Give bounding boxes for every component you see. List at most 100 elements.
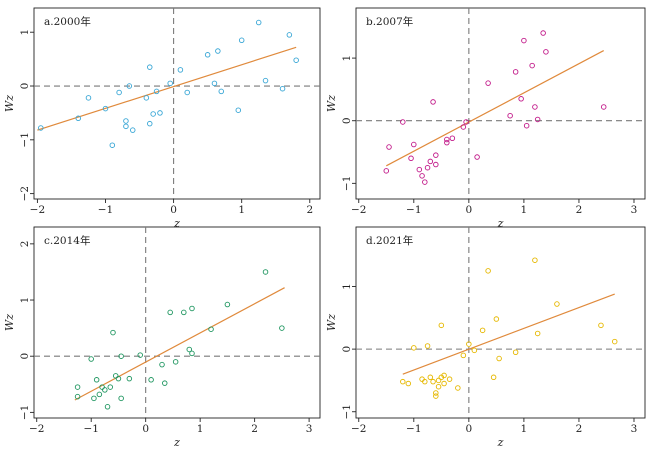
data-point — [148, 377, 154, 383]
data-point — [383, 168, 390, 174]
data-point — [184, 89, 190, 96]
data-point — [181, 309, 187, 316]
panel-c: −2 −1 0 1 2 3 −1 0 1 2 z Wz c.2014年 — [3, 226, 321, 449]
data-point — [129, 127, 136, 133]
data-point — [262, 269, 269, 275]
data-point — [189, 305, 195, 312]
data-point — [433, 393, 439, 399]
data-point — [99, 384, 105, 390]
data-point — [218, 88, 225, 95]
data-point — [534, 116, 541, 123]
y-tick-label: 0 — [341, 346, 353, 353]
data-point — [153, 88, 160, 95]
data-point — [279, 325, 285, 331]
panel-title: b.2007年 — [366, 15, 413, 28]
data-point — [189, 350, 195, 357]
x-tick-label: −1 — [406, 423, 421, 435]
data-point — [177, 67, 184, 73]
data-point — [430, 378, 436, 385]
x-axis-label: z — [497, 436, 504, 449]
data-point — [110, 329, 116, 336]
x-axis-label: z — [173, 217, 180, 230]
data-point — [435, 383, 442, 390]
x-tick-label: 1 — [521, 423, 528, 435]
y-tick-label: −1 — [341, 404, 353, 419]
x-tick-label: 3 — [631, 423, 638, 435]
data-point — [543, 49, 549, 55]
data-point — [38, 125, 44, 131]
data-point — [137, 352, 143, 358]
data-point — [167, 80, 173, 87]
data-point — [109, 142, 116, 148]
data-point — [554, 301, 560, 307]
x-tick-label: 0 — [466, 423, 473, 435]
data-point — [460, 352, 467, 359]
data-point — [172, 359, 179, 365]
data-point — [91, 395, 97, 402]
panel-title: c.2014年 — [44, 234, 90, 247]
x-tick-label: 2 — [251, 423, 258, 435]
data-point — [507, 112, 513, 119]
x-tick-label: 2 — [576, 204, 583, 216]
data-point — [600, 104, 607, 110]
data-point — [238, 37, 245, 44]
data-point — [422, 179, 428, 185]
x-tick-label: 2 — [306, 204, 313, 216]
x-tick-label: −2 — [351, 204, 366, 216]
data-point — [419, 376, 425, 382]
y-axis-label: Wz — [325, 314, 338, 331]
x-tick-label: 2 — [576, 423, 583, 435]
data-point — [433, 390, 439, 396]
data-point — [126, 375, 133, 382]
data-point — [419, 173, 425, 179]
data-point — [74, 393, 81, 400]
data-point — [118, 395, 124, 402]
data-point — [471, 347, 478, 354]
data-point — [598, 322, 604, 329]
data-point — [150, 111, 156, 117]
data-point — [286, 32, 293, 38]
data-point — [405, 380, 412, 387]
data-point — [427, 158, 434, 165]
y-axis-label: Wz — [3, 314, 16, 331]
data-point — [224, 301, 231, 308]
panel-b: −2 −1 0 1 2 3 −1 0 1 z Wz b.2007年 — [325, 7, 646, 230]
data-point — [293, 57, 299, 63]
x-tick-label: 3 — [306, 423, 313, 435]
x-tick-label: 3 — [631, 204, 638, 216]
data-point — [255, 19, 262, 26]
data-point — [444, 136, 450, 143]
data-point — [411, 345, 417, 351]
fit-line — [74, 287, 285, 401]
data-point — [433, 152, 439, 158]
data-point — [493, 316, 500, 322]
y-tick-label: 2 — [19, 241, 31, 248]
x-tick-label: −1 — [98, 204, 113, 216]
x-tick-label: −2 — [29, 423, 44, 435]
data-point — [204, 52, 211, 58]
data-point — [433, 161, 439, 168]
data-point — [427, 374, 434, 381]
data-point — [438, 322, 445, 329]
data-point — [422, 378, 428, 385]
x-tick-label: 0 — [170, 204, 177, 216]
x-axis-label: z — [497, 217, 504, 230]
data-point — [116, 89, 122, 96]
data-point — [411, 141, 417, 148]
y-axis-label: Wz — [325, 95, 338, 112]
plot-frame — [33, 7, 321, 200]
data-point — [463, 119, 469, 125]
data-point — [611, 338, 618, 345]
plot-frame — [355, 226, 646, 419]
data-point — [211, 80, 218, 87]
data-point — [479, 327, 486, 334]
x-tick-label: −2 — [30, 204, 45, 216]
y-tick-label: −1 — [19, 405, 31, 420]
data-point — [112, 373, 119, 379]
data-point — [521, 37, 527, 44]
data-point — [518, 96, 524, 102]
data-point — [532, 257, 538, 263]
data-point — [75, 115, 82, 122]
panel-title: a.2000年 — [44, 15, 91, 28]
y-tick-label: 1 — [341, 55, 353, 62]
